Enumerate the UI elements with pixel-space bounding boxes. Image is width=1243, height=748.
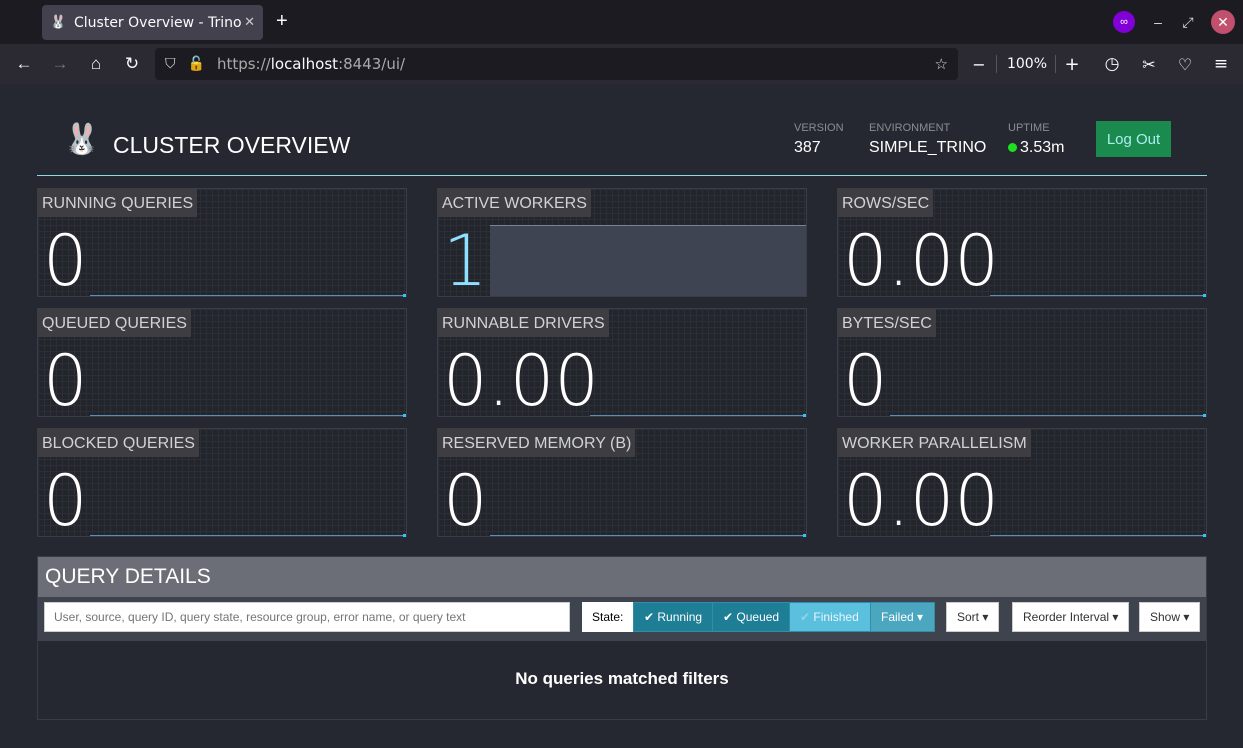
sparkline: [490, 534, 806, 537]
state-running-label: Running: [657, 610, 703, 624]
tab-title: Cluster Overview - Trino: [74, 14, 242, 31]
uptime-stat: UPTIME 3.53m: [1008, 122, 1064, 157]
metric-label: RUNNABLE DRIVERS: [438, 309, 609, 337]
metric-label: BYTES/SEC: [838, 309, 936, 337]
metric-label: BLOCKED QUERIES: [38, 429, 199, 457]
version-value: 387: [794, 139, 821, 156]
minimize-button[interactable]: –: [1154, 14, 1162, 30]
state-finished-toggle[interactable]: ✔ Finished: [789, 602, 871, 632]
url-host: localhost: [270, 55, 339, 73]
metric-label: QUEUED QUERIES: [38, 309, 191, 337]
close-window-button[interactable]: ✕: [1211, 10, 1235, 34]
maximize-button[interactable]: ⤢: [1182, 13, 1194, 30]
metric-tile: ROWS/SEC 0.00: [837, 188, 1207, 297]
status-dot-icon: [1008, 143, 1017, 152]
metric-tile: QUEUED QUERIES 0: [37, 308, 407, 417]
metric-value: 1: [443, 220, 488, 302]
page-title: CLUSTER OVERVIEW: [113, 132, 351, 158]
metric-label: ACTIVE WORKERS: [438, 189, 591, 217]
private-mask-icon: ∞: [1113, 11, 1135, 33]
metric-tile: BLOCKED QUERIES 0: [37, 428, 407, 537]
trino-logo-icon: 🐰: [63, 123, 101, 156]
reload-button[interactable]: ↻: [124, 54, 140, 73]
sort-dropdown[interactable]: Sort ▾: [946, 602, 1000, 632]
sparkline: [90, 534, 406, 537]
sparkline: [90, 294, 406, 297]
logout-button[interactable]: Log Out: [1096, 121, 1171, 157]
history-icon[interactable]: ◷: [1104, 54, 1120, 74]
sparkline: [90, 414, 406, 417]
home-button[interactable]: ⌂: [90, 54, 102, 73]
metric-tile: RUNNING QUERIES 0: [37, 188, 407, 297]
url-path: :8443/ui/: [338, 55, 406, 73]
query-details-panel: QUERY DETAILS State: ✔ Running ✔ Queued …: [37, 556, 1207, 720]
zoom-in-button[interactable]: +: [1064, 53, 1080, 75]
metric-tile: WORKER PARALLELISM 0.00: [837, 428, 1207, 537]
sparkline-area: [490, 225, 806, 296]
url-bar[interactable]: ⛉ 🔓 https://localhost:8443/ui/ ☆: [155, 48, 958, 80]
state-finished-label: Finished: [813, 610, 859, 624]
sparkline: [990, 534, 1206, 537]
metric-tile: ACTIVE WORKERS 1: [437, 188, 807, 297]
version-label: VERSION: [794, 122, 844, 134]
state-failed-label: Failed ▾: [881, 610, 924, 624]
metric-tile: RESERVED MEMORY (B) 0: [437, 428, 807, 537]
metric-value: 0.00: [843, 460, 999, 542]
metric-value: 0.00: [443, 340, 599, 422]
zoom-level[interactable]: 100%: [1006, 56, 1048, 72]
version-stat: VERSION 387: [794, 122, 844, 157]
new-tab-button[interactable]: +: [276, 10, 288, 32]
metric-label: RUNNING QUERIES: [38, 189, 198, 217]
sparkline: [890, 414, 1206, 417]
metric-label: ROWS/SEC: [838, 189, 934, 217]
show-dropdown[interactable]: Show ▾: [1139, 602, 1201, 632]
metric-value: 0: [443, 460, 488, 542]
forward-button[interactable]: →: [51, 54, 69, 73]
environment-label: ENVIRONMENT: [869, 122, 951, 134]
metric-value: 0: [43, 220, 88, 302]
bookmark-star-icon[interactable]: ☆: [934, 55, 948, 73]
uptime-label: UPTIME: [1008, 122, 1050, 134]
state-label: State:: [582, 602, 634, 632]
browser-toolbar: ← → ⌂ ↻ ⛉ 🔓 https://localhost:8443/ui/ ☆…: [0, 44, 1243, 84]
pocket-icon[interactable]: ♡: [1177, 54, 1193, 74]
metric-value: 0: [43, 340, 88, 422]
query-search-input[interactable]: [44, 602, 570, 632]
metric-value: 0: [43, 460, 88, 542]
close-tab-icon[interactable]: ✕: [244, 15, 255, 30]
metric-tile: BYTES/SEC 0: [837, 308, 1207, 417]
trino-favicon-icon: 🐰: [50, 15, 67, 30]
query-details-title: QUERY DETAILS: [38, 557, 1206, 597]
empty-state-message: No queries matched filters: [515, 669, 729, 688]
sparkline: [990, 294, 1206, 297]
menu-icon[interactable]: ≡: [1213, 54, 1229, 74]
query-filter-toolbar: State: ✔ Running ✔ Queued ✔ Finished Fai…: [38, 597, 1206, 641]
browser-tab-bar: 🐰 Cluster Overview - Trino ✕ + ∞ – ⤢ ✕: [0, 0, 1243, 44]
page-header: 🐰 CLUSTER OVERVIEW VERSION 387 ENVIRONMEN…: [37, 108, 1207, 176]
metric-value: 0: [843, 340, 888, 422]
zoom-out-button[interactable]: −: [972, 54, 986, 74]
metric-tile: RUNNABLE DRIVERS 0.00: [437, 308, 807, 417]
state-queued-toggle[interactable]: ✔ Queued: [712, 602, 790, 632]
url-scheme: https://: [216, 55, 271, 73]
lock-warning-icon[interactable]: 🔓: [187, 56, 205, 72]
screenshot-icon[interactable]: ✂: [1142, 54, 1156, 74]
uptime-value: 3.53m: [1020, 139, 1065, 156]
shield-icon[interactable]: ⛉: [165, 56, 176, 72]
reorder-interval-dropdown[interactable]: Reorder Interval ▾: [1012, 602, 1130, 632]
browser-tab[interactable]: 🐰 Cluster Overview - Trino ✕: [42, 5, 263, 40]
state-queued-label: Queued: [736, 610, 780, 624]
back-button[interactable]: ←: [15, 54, 33, 73]
environment-value: SIMPLE_TRINO: [869, 139, 987, 156]
environment-stat: ENVIRONMENT SIMPLE_TRINO: [869, 122, 986, 157]
metric-value: 0.00: [843, 220, 999, 302]
metric-label: RESERVED MEMORY (B): [438, 429, 636, 457]
metric-label: WORKER PARALLELISM: [838, 429, 1031, 457]
state-failed-dropdown[interactable]: Failed ▾: [870, 602, 935, 632]
sparkline: [590, 414, 806, 417]
state-running-toggle[interactable]: ✔ Running: [633, 602, 713, 632]
